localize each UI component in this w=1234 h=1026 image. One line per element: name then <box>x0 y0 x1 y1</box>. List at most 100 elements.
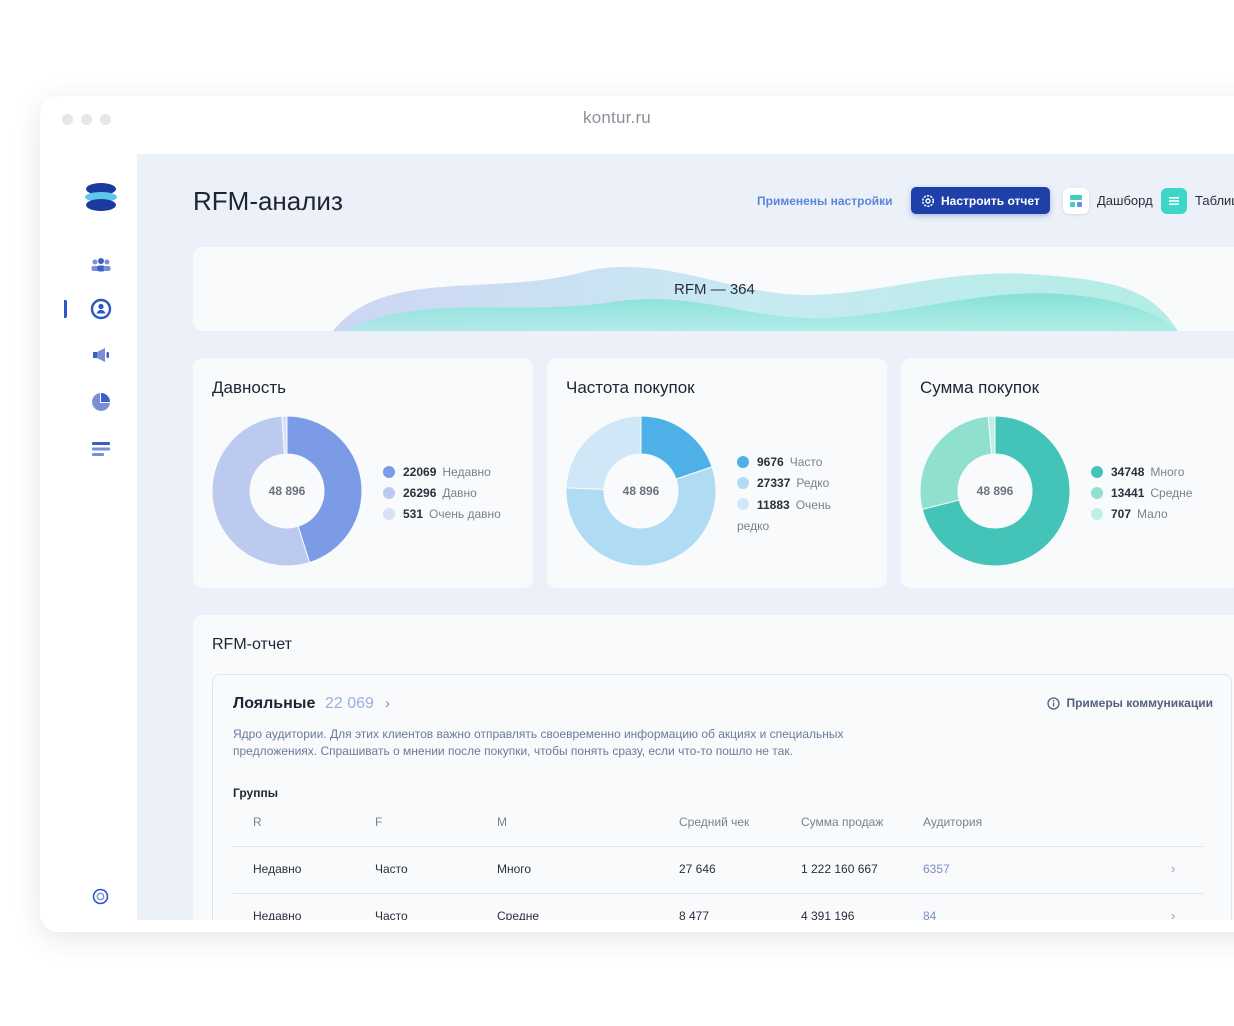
legend-item: 34748 Много <box>1091 462 1192 483</box>
donut-slice-1[interactable] <box>286 416 362 564</box>
nav-reports[interactable] <box>88 391 114 413</box>
dashboard-view-button[interactable]: Дашборд <box>1063 187 1153 214</box>
frequency-card: Частота покупок 48 896 9676 Часто 27337 Ре… <box>547 358 887 588</box>
groups-label: Группы <box>233 786 278 800</box>
recency-donut-chart[interactable] <box>212 416 362 566</box>
frequency-title: Частота покупок <box>566 378 695 397</box>
monetary-card: Сумма покупок 48 896 34748 Много 13441 Сре… <box>901 358 1234 588</box>
megaphone-icon <box>93 348 109 362</box>
recency-legend: 22069 Недавно 26296 Давно 531 Очень давно <box>383 462 501 525</box>
cell-audience-link[interactable]: 84 <box>923 909 937 920</box>
legend-dot <box>1091 466 1103 478</box>
nav-rfm[interactable] <box>88 298 114 320</box>
legend-value: 27337 <box>757 476 791 490</box>
donut-slice-1[interactable] <box>921 416 1070 566</box>
nav-list[interactable] <box>88 438 114 460</box>
table-divider <box>233 846 1203 847</box>
segment-count[interactable]: 22 069 <box>325 695 374 712</box>
legend-label: Недавно <box>442 465 491 479</box>
legend-dot <box>737 477 749 489</box>
cell-r: Недавно <box>253 862 302 876</box>
donut-slice-3[interactable] <box>281 416 288 455</box>
monetary-donut-chart[interactable] <box>920 416 1070 566</box>
legend-label: Редко <box>796 476 830 490</box>
cell-sales-sum: 4 391 196 <box>801 909 855 920</box>
window-dot-maximize[interactable] <box>100 114 111 125</box>
rfm-total-title: RFM — 364 <box>674 281 755 298</box>
list-icon <box>92 442 110 456</box>
legend-label: Часто <box>789 455 823 469</box>
browser-window: kontur.ru <box>40 96 1234 932</box>
logo-icon[interactable] <box>84 180 118 214</box>
nav-campaigns[interactable] <box>88 344 114 366</box>
recency-card: Давность 48 896 22069 Недавно 26296 Давно … <box>193 358 533 588</box>
info-icon <box>1047 696 1061 710</box>
cell-sales-sum: 1 222 160 667 <box>801 862 878 876</box>
donut-slice-2[interactable] <box>212 416 311 566</box>
segment-name[interactable]: Лояльные <box>233 695 316 712</box>
chevron-right-icon[interactable]: › <box>385 695 390 712</box>
cell-m: Много <box>497 862 532 876</box>
frequency-donut-chart[interactable] <box>566 416 716 566</box>
legend-dot <box>1091 487 1103 499</box>
monetary-legend: 34748 Много 13441 Средне 707 Мало <box>1091 462 1192 525</box>
window-dot-close[interactable] <box>62 114 73 125</box>
cell-avg-check: 8 477 <box>679 909 710 920</box>
legend-dot <box>383 508 395 520</box>
donut-slice-2[interactable] <box>566 466 716 566</box>
dashboard-label: Дашборд <box>1097 193 1153 208</box>
legend-label: Много <box>1150 465 1185 479</box>
settings-applied-link[interactable]: Применены настройки <box>757 194 893 208</box>
rfm-icon <box>90 298 112 320</box>
cell-r: Недавно <box>253 909 302 920</box>
cell-avg-check: 27 646 <box>679 862 716 876</box>
window-dot-minimize[interactable] <box>81 114 92 125</box>
configure-report-button[interactable]: Настроить отчет <box>911 187 1050 214</box>
recency-total: 48 896 <box>268 484 306 498</box>
legend-value: 34748 <box>1111 465 1145 479</box>
column-header-m[interactable]: M <box>497 815 507 829</box>
chevron-right-icon[interactable]: › <box>1171 908 1176 920</box>
table-divider <box>233 893 1203 894</box>
audience-icon <box>91 258 111 272</box>
legend-value: 11883 <box>757 498 790 512</box>
legend-dot <box>737 456 749 468</box>
donut-slice-2[interactable] <box>920 416 993 510</box>
legend-value: 531 <box>403 507 424 521</box>
segment-description: Ядро аудитории. Для этих клиентов важно … <box>233 727 844 758</box>
rfm-wave-graphic <box>333 266 1178 331</box>
page-title: RFM-анализ <box>193 186 343 216</box>
donut-slice-3[interactable] <box>566 416 642 490</box>
rfm-report-card: RFM-отчет Лояльные 22 069 › Примеры комм… <box>193 615 1234 920</box>
legend-value: 22069 <box>403 465 437 479</box>
column-header-r[interactable]: R <box>253 815 262 829</box>
column-header-sales-sum[interactable]: Сумма продаж <box>801 815 884 829</box>
dashboard-icon <box>1063 187 1089 214</box>
legend-label: Давно <box>442 486 477 500</box>
legend-label: Мало <box>1137 507 1168 521</box>
help-icon[interactable] <box>92 888 109 905</box>
report-title: RFM-отчет <box>212 636 292 653</box>
cell-f: Часто <box>375 909 408 920</box>
address-bar[interactable]: kontur.ru <box>583 108 651 127</box>
column-header-avg-check[interactable]: Средний чек <box>679 815 750 829</box>
cell-audience-link[interactable]: 6357 <box>923 862 950 876</box>
monetary-total: 48 896 <box>976 484 1014 498</box>
gear-icon <box>921 194 935 207</box>
sidebar <box>64 154 137 920</box>
donut-slice-3[interactable] <box>987 416 996 455</box>
cell-f: Часто <box>375 862 408 876</box>
column-header-audience[interactable]: Аудитория <box>923 815 983 829</box>
segment-panel: Лояльные 22 069 › Примеры коммуникации Я… <box>212 674 1232 920</box>
legend-item: 11883 Очень редко <box>737 494 847 537</box>
table-icon <box>1161 187 1187 214</box>
chevron-right-icon[interactable]: › <box>1171 861 1176 876</box>
app: RFM-анализ Применены настройки Настроить… <box>64 154 1234 920</box>
communication-examples-link[interactable]: Примеры коммуникации <box>1047 696 1213 710</box>
legend-dot <box>1091 508 1103 520</box>
table-view-button[interactable]: Таблица <box>1161 187 1234 214</box>
legend-label: Очень давно <box>429 507 501 521</box>
nav-audience[interactable] <box>88 254 114 276</box>
legend-item: 13441 Средне <box>1091 483 1192 504</box>
column-header-f[interactable]: F <box>375 815 383 829</box>
